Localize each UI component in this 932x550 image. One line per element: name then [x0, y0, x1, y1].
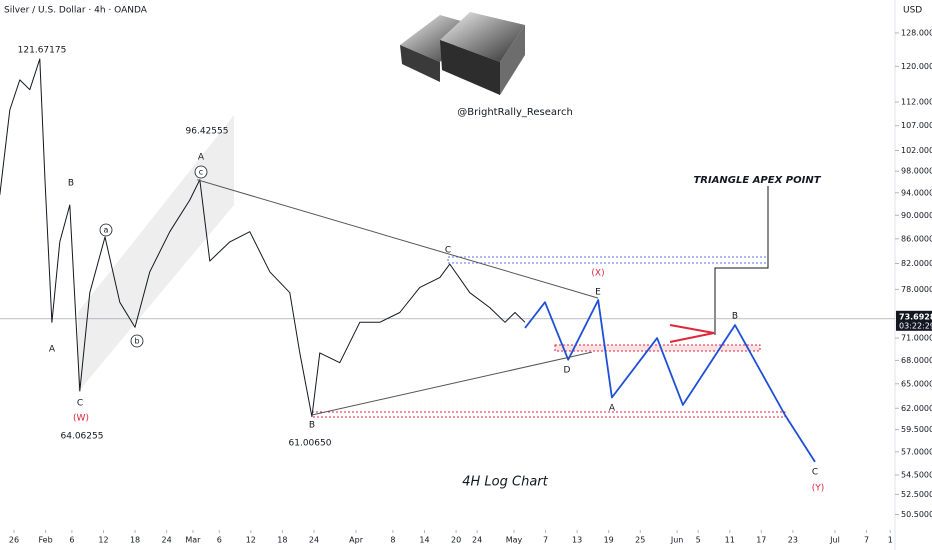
watermark: @BrightRally_Research: [457, 107, 573, 118]
x-tick-label: 14: [419, 536, 429, 545]
x-tick-label: 19: [604, 536, 614, 545]
x-tick-label: 12: [246, 536, 256, 545]
x-tick-label: 1: [888, 536, 893, 545]
channel: [78, 115, 234, 392]
silver-bar: [440, 40, 500, 95]
last-price-label: 73.69280: [899, 312, 932, 321]
x-tick-label: 26: [9, 536, 19, 545]
x-tick-label: 7: [543, 536, 548, 545]
y-tick-label: 120.00000: [901, 62, 932, 71]
x-tick-label: 18: [130, 536, 140, 545]
caption: 4H Log Chart: [462, 475, 548, 490]
y-tick-label: 98.00000: [901, 167, 932, 176]
x-tick-label: Apr: [349, 536, 364, 545]
y-tick-label: 82.00000: [901, 259, 932, 268]
y-tick-label: 86.00000: [901, 234, 932, 243]
x-tick-label: 11: [725, 536, 735, 545]
y-tick-label: 78.00000: [901, 285, 932, 294]
wave-label: (Y): [812, 484, 825, 494]
silver-bar: [500, 25, 525, 95]
wave-label: A: [609, 404, 616, 414]
x-tick-label: 6: [217, 536, 222, 545]
x-tick-label: 24: [472, 536, 482, 545]
label-circle: [130, 334, 144, 348]
x-tick-label: Mar: [185, 536, 201, 545]
y-tick-label: 52.50000: [901, 490, 932, 499]
wave-label: B: [732, 312, 738, 322]
y-tick-label: 62.00000: [901, 404, 932, 413]
y-tick-label: 57.00000: [901, 447, 932, 456]
price-line: [0, 58, 526, 418]
y-tick-label: 90.00000: [901, 211, 932, 220]
wave-label: 61.00650: [289, 439, 332, 449]
countdown: 03:22:29: [899, 321, 932, 330]
wave-label: (X): [591, 269, 604, 279]
y-tick-label: 107.00000: [901, 121, 932, 130]
y-tick-label: 102.00000: [901, 146, 932, 155]
wave-label: 64.06255: [61, 432, 104, 442]
y-tick-label: 112.00000: [901, 98, 932, 107]
x-tick-label: 12: [98, 536, 108, 545]
y-tick-label: 50.50000: [901, 510, 932, 519]
x-tick-label: Jun: [670, 536, 684, 545]
wave-label: C: [77, 399, 83, 409]
wave-label: 121.67175: [18, 46, 67, 56]
wave-label: a: [104, 226, 109, 235]
price-line: [524, 299, 816, 463]
y-tick-label: 65.00000: [901, 379, 932, 388]
y-tick-label: 59.50000: [901, 425, 932, 434]
x-tick-label: 8: [390, 536, 395, 545]
y-tick-label: 68.00000: [901, 356, 932, 365]
wave-label: C: [445, 246, 451, 256]
x-tick-label: Feb: [38, 536, 52, 545]
y-tick-label: 128.00000: [901, 28, 932, 37]
wave-label: A: [49, 345, 56, 355]
silver-bar: [440, 12, 525, 62]
wave-label: c: [199, 168, 203, 177]
x-tick-label: 25: [635, 536, 645, 545]
arrow: [669, 324, 715, 343]
layout: [78, 0, 896, 550]
wave-label: 96.42555: [186, 127, 229, 137]
price-line: [196, 179, 599, 299]
x-tick-label: May: [506, 536, 523, 545]
x-tick-label: 24: [309, 536, 319, 545]
x-tick-label: 20: [451, 536, 461, 545]
chart-title: Silver / U.S. Dollar · 4h · OANDA: [4, 6, 148, 16]
x-tick-label: 23: [788, 536, 798, 545]
x-tick-label: 24: [162, 536, 172, 545]
x-tick-label: 6: [69, 536, 74, 545]
wave-label: B: [68, 179, 74, 189]
x-tick-label: 18: [277, 536, 287, 545]
wave-label: E: [595, 288, 601, 298]
label-circle: [194, 165, 208, 179]
wave-label: A: [198, 153, 205, 163]
silver-bar: [400, 45, 440, 82]
y-tick-label: 94.00000: [901, 188, 932, 197]
y-tick-label: 71.00000: [901, 334, 932, 343]
last-price-box: [896, 310, 932, 331]
wave-label: B: [309, 421, 315, 431]
y-tick-label: 54.50000: [901, 471, 932, 480]
callout: TRIANGLE APEX POINT: [693, 175, 821, 186]
x-tick-label: 5: [696, 536, 701, 545]
label-circle: [99, 223, 113, 237]
wave-label: (W): [73, 414, 89, 424]
x-tick-label: Jul: [829, 536, 840, 545]
apex-line: [714, 186, 769, 335]
wave-label: D: [564, 366, 571, 376]
zone: [554, 344, 761, 352]
x-tick-label: 17: [756, 536, 766, 545]
zone: [447, 256, 769, 264]
currency: USD: [903, 6, 922, 16]
wave-label: b: [134, 337, 139, 346]
price-line: [311, 351, 593, 416]
wave-label: C: [812, 468, 818, 478]
x-tick-label: 13: [572, 536, 582, 545]
x-tick-label: 7: [864, 536, 869, 545]
